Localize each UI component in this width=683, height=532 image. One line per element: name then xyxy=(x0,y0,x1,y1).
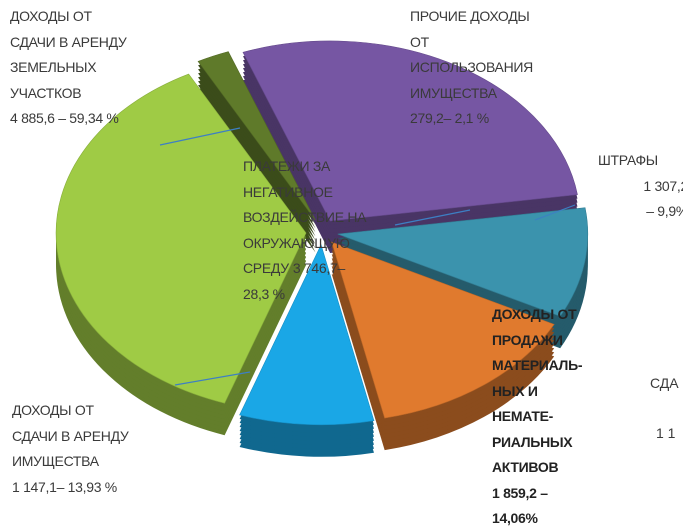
leader-line xyxy=(394,209,471,226)
leader-line xyxy=(534,204,576,221)
slice-label: ДОХОДЫ ОТ СДАЧИ В АРЕНДУ ЗЕМЕЛЬНЫХ УЧАСТ… xyxy=(10,4,210,132)
leader-line xyxy=(159,127,241,146)
value-label: 1 859,2 – 14,06% xyxy=(492,484,548,527)
slice xyxy=(337,207,589,317)
category-label: ПРОЧИЕ ДОХОДЫ ОТ ИСПОЛЬЗОВАНИЯ ИМУЩЕСТВА xyxy=(410,8,533,101)
category-label: ДОХОДЫ ОТ СДАЧИ В АРЕНДУ ЗЕМЕЛЬНЫХ УЧАСТ… xyxy=(10,8,127,101)
value-label: 3 746,7– 28,3 % xyxy=(243,260,345,302)
slice xyxy=(331,241,555,419)
category-label: ДОХОДЫ ОТ СДАЧИ В АРЕНДУ ИМУЩЕСТВА xyxy=(12,402,129,469)
value-label: 1 147,1– 13,93 % xyxy=(12,478,117,495)
slice-label: ПРОЧИЕ ДОХОДЫ ОТ ИСПОЛЬЗОВАНИЯ ИМУЩЕСТВА… xyxy=(410,4,590,132)
value-label: 279,2– 2,1 % xyxy=(410,110,489,126)
slice-label: ДОХОДЫ ОТ ПРОДАЖИ МАТЕРИАЛЬ- НЫХ И НЕМАТ… xyxy=(492,302,622,532)
annotation: СДА xyxy=(650,375,679,391)
category-label: ШТРАФЫ xyxy=(598,152,658,168)
value-label: 1 307,2 – 9,9% xyxy=(643,177,683,220)
slice xyxy=(242,40,578,222)
leader-lines xyxy=(159,127,576,386)
leader-line xyxy=(174,371,251,386)
category-label: ПЛАТЕЖИ ЗА НЕГАТИВНОЕ ВОЗДЕЙСТВИЕ НА ОКР… xyxy=(243,158,367,276)
annotation: 1 1 xyxy=(656,425,676,441)
slice-label: ШТРАФЫ 1 307,2 – 9,9% xyxy=(598,148,683,225)
slice xyxy=(239,243,375,426)
slice-tops xyxy=(55,40,589,426)
slice-label: ДОХОДЫ ОТ СДАЧИ В АРЕНДУ ИМУЩЕСТВА 1 147,… xyxy=(12,398,212,500)
slice-label: ПЛАТЕЖИ ЗА НЕГАТИВНОЕ ВОЗДЕЙСТВИЕ НА ОКР… xyxy=(243,154,413,307)
slice xyxy=(197,51,316,221)
slice xyxy=(55,73,307,404)
category-label: ДОХОДЫ ОТ ПРОДАЖИ МАТЕРИАЛЬ- НЫХ И НЕМАТ… xyxy=(492,306,583,475)
value-label: 4 885,6 – 59,34 % xyxy=(10,110,119,126)
